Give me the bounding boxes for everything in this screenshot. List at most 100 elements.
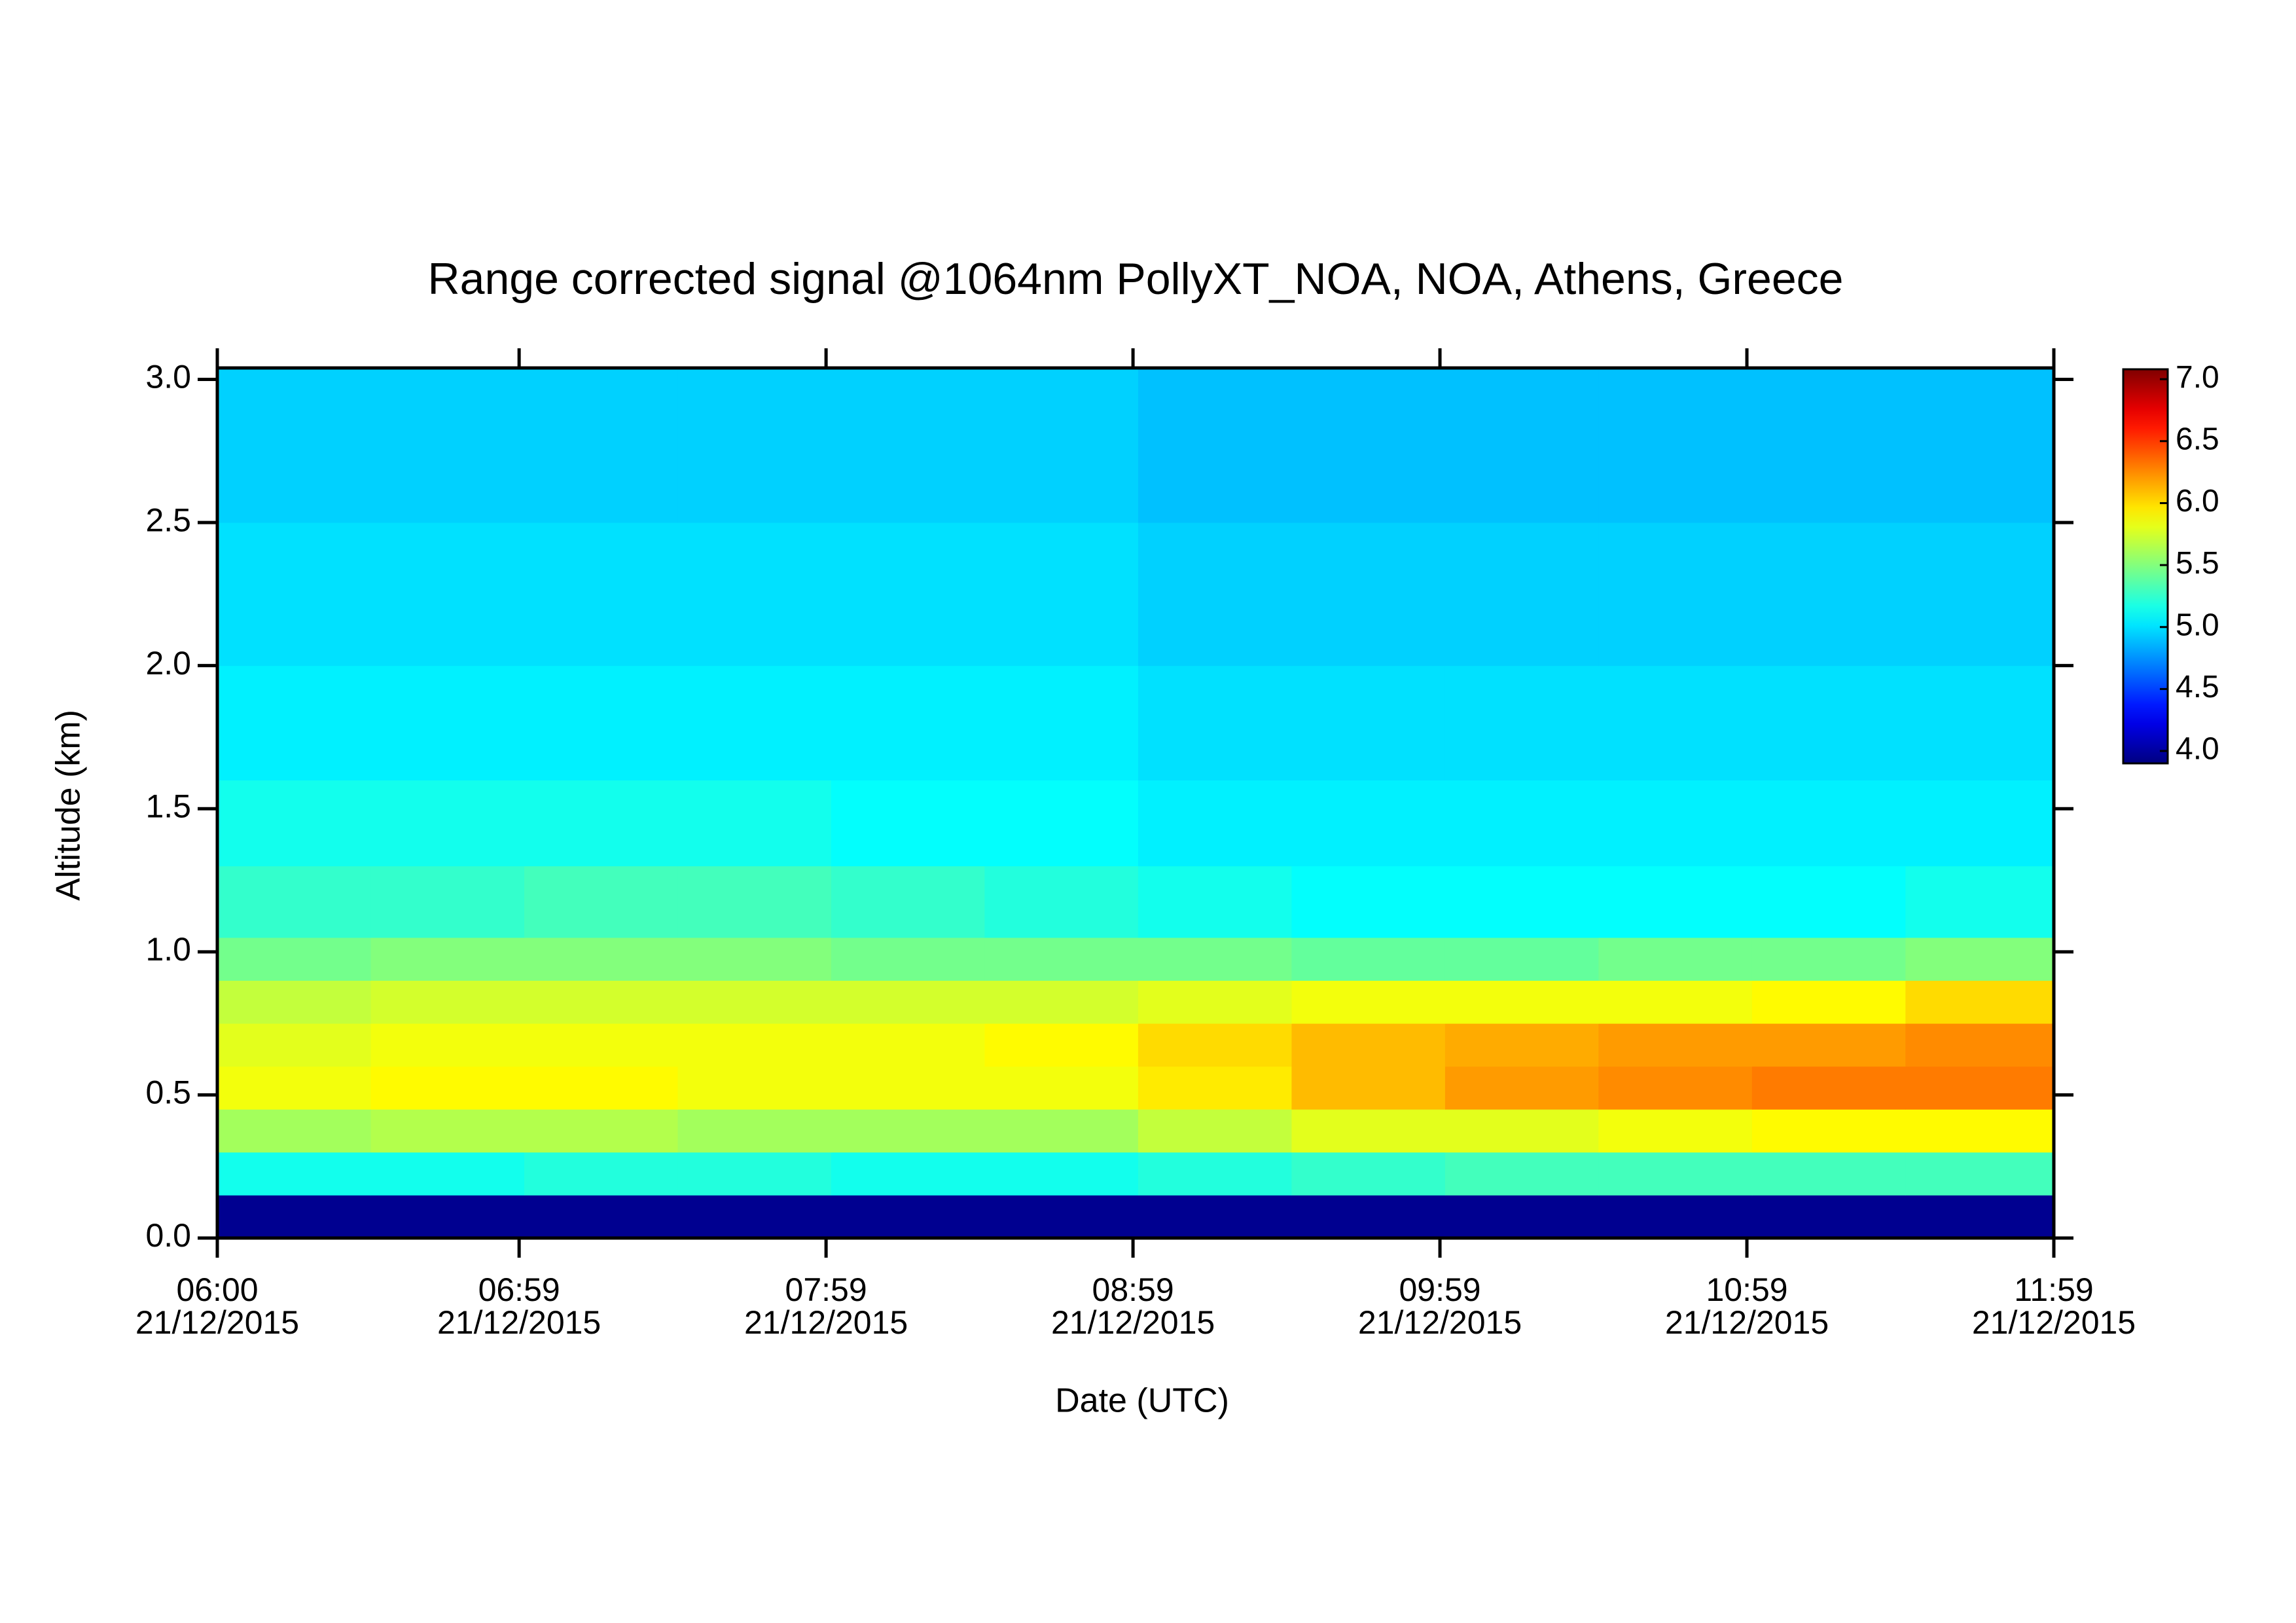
heatmap-cell <box>677 1023 832 1067</box>
heatmap-cell <box>1598 866 1753 938</box>
colorbar-tick-label: 7.0 <box>2176 360 2219 395</box>
heatmap-cell <box>1291 665 1446 781</box>
heatmap-cell <box>831 522 985 666</box>
heatmap-cell <box>1138 780 1292 867</box>
heatmap-cell <box>1905 980 2054 1024</box>
heatmap-cell <box>1138 866 1292 938</box>
heatmap-cell <box>1751 980 1906 1024</box>
plot-frame <box>215 366 2056 1240</box>
heatmap-cell <box>677 665 832 781</box>
heatmap-cell <box>677 866 832 938</box>
heatmap-cell <box>1291 1152 1446 1195</box>
x-tick-label: 06:59 21/12/2015 <box>437 1271 601 1341</box>
heatmap <box>217 368 2054 1239</box>
heatmap-cell <box>1905 866 2054 938</box>
heatmap-cell <box>1598 980 1753 1024</box>
heatmap-cell <box>1905 1152 2054 1195</box>
heatmap-cell <box>524 665 678 781</box>
heatmap-cell <box>677 780 832 867</box>
heatmap-cell <box>984 522 1139 666</box>
heatmap-cell <box>1444 522 1599 666</box>
heatmap-cell <box>1444 368 1599 523</box>
heatmap-cell <box>1444 1066 1599 1110</box>
heatmap-cell <box>984 665 1139 781</box>
heatmap-cell <box>524 368 678 523</box>
x-tick-label: 09:59 21/12/2015 <box>1357 1271 1522 1341</box>
heatmap-cell <box>370 980 525 1024</box>
heatmap-cell <box>984 1152 1139 1195</box>
heatmap-cell <box>1138 368 1292 523</box>
colorbar <box>2122 368 2169 765</box>
heatmap-cell <box>1138 1109 1292 1153</box>
heatmap-cell <box>1751 866 1906 938</box>
heatmap-cell <box>677 1152 832 1195</box>
heatmap-cell <box>1291 980 1446 1024</box>
colorbar-tick-label: 4.5 <box>2176 670 2219 704</box>
heatmap-cell <box>1751 780 1906 867</box>
y-tick-label: 1.5 <box>145 788 191 824</box>
colorbar-tick-label: 6.5 <box>2176 422 2219 456</box>
heatmap-cell <box>217 866 371 938</box>
heatmap-cell <box>1444 980 1599 1024</box>
heatmap-cell <box>831 1109 985 1153</box>
heatmap-cell <box>1751 937 1906 981</box>
heatmap-cell <box>370 1152 525 1195</box>
colorbar-tick-label: 6.0 <box>2176 484 2219 519</box>
heatmap-cell <box>1291 1066 1446 1110</box>
heatmap-cell <box>1291 866 1446 938</box>
heatmap-cell <box>217 1066 371 1110</box>
x-tick-label: 06:00 21/12/2015 <box>135 1271 300 1341</box>
heatmap-cell <box>831 937 985 981</box>
heatmap-cell <box>1138 937 1292 981</box>
colorbar-tick-label: 5.5 <box>2176 546 2219 581</box>
heatmap-cell <box>1138 1066 1292 1110</box>
y-tick-label: 0.0 <box>145 1217 191 1254</box>
heatmap-cell <box>1291 368 1446 523</box>
heatmap-cell <box>370 1195 525 1239</box>
heatmap-cell <box>1444 780 1599 867</box>
heatmap-cell <box>1751 1023 1906 1067</box>
heatmap-cell <box>1291 937 1446 981</box>
heatmap-cell <box>1905 1109 2054 1153</box>
heatmap-cell <box>1905 1023 2054 1067</box>
heatmap-cell <box>984 1109 1139 1153</box>
heatmap-cell <box>1444 1195 1599 1239</box>
heatmap-cell <box>984 980 1139 1024</box>
heatmap-cell <box>1598 1152 1753 1195</box>
heatmap-cell <box>217 1195 371 1239</box>
heatmap-cell <box>370 522 525 666</box>
heatmap-cell <box>524 780 678 867</box>
heatmap-cell <box>524 980 678 1024</box>
heatmap-cell <box>1291 1195 1446 1239</box>
heatmap-cell <box>370 665 525 781</box>
heatmap-cell <box>1751 522 1906 666</box>
x-axis-label: Date (UTC) <box>1055 1382 1229 1420</box>
colorbar-tick-label: 5.0 <box>2176 608 2219 642</box>
heatmap-cell <box>524 1023 678 1067</box>
heatmap-cell <box>1138 980 1292 1024</box>
heatmap-cell <box>1291 522 1446 666</box>
heatmap-cell <box>370 866 525 938</box>
heatmap-cell <box>677 1109 832 1153</box>
heatmap-cell <box>1751 1195 1906 1239</box>
heatmap-cell <box>1138 522 1292 666</box>
heatmap-cell <box>1751 665 1906 781</box>
heatmap-cell <box>217 1109 371 1153</box>
heatmap-cell <box>1905 368 2054 523</box>
heatmap-cell <box>1138 665 1292 781</box>
heatmap-cell <box>1905 937 2054 981</box>
heatmap-cell <box>1444 937 1599 981</box>
x-tick-label: 10:59 21/12/2015 <box>1664 1271 1829 1341</box>
heatmap-cell <box>524 1152 678 1195</box>
heatmap-cell <box>677 1066 832 1110</box>
heatmap-cell <box>1905 522 2054 666</box>
heatmap-cell <box>1905 1066 2054 1110</box>
heatmap-cell <box>1444 1109 1599 1153</box>
heatmap-cell <box>1598 665 1753 781</box>
heatmap-cell <box>1751 368 1906 523</box>
heatmap-cell <box>370 1023 525 1067</box>
heatmap-cell <box>1751 1109 1906 1153</box>
heatmap-cell <box>217 937 371 981</box>
